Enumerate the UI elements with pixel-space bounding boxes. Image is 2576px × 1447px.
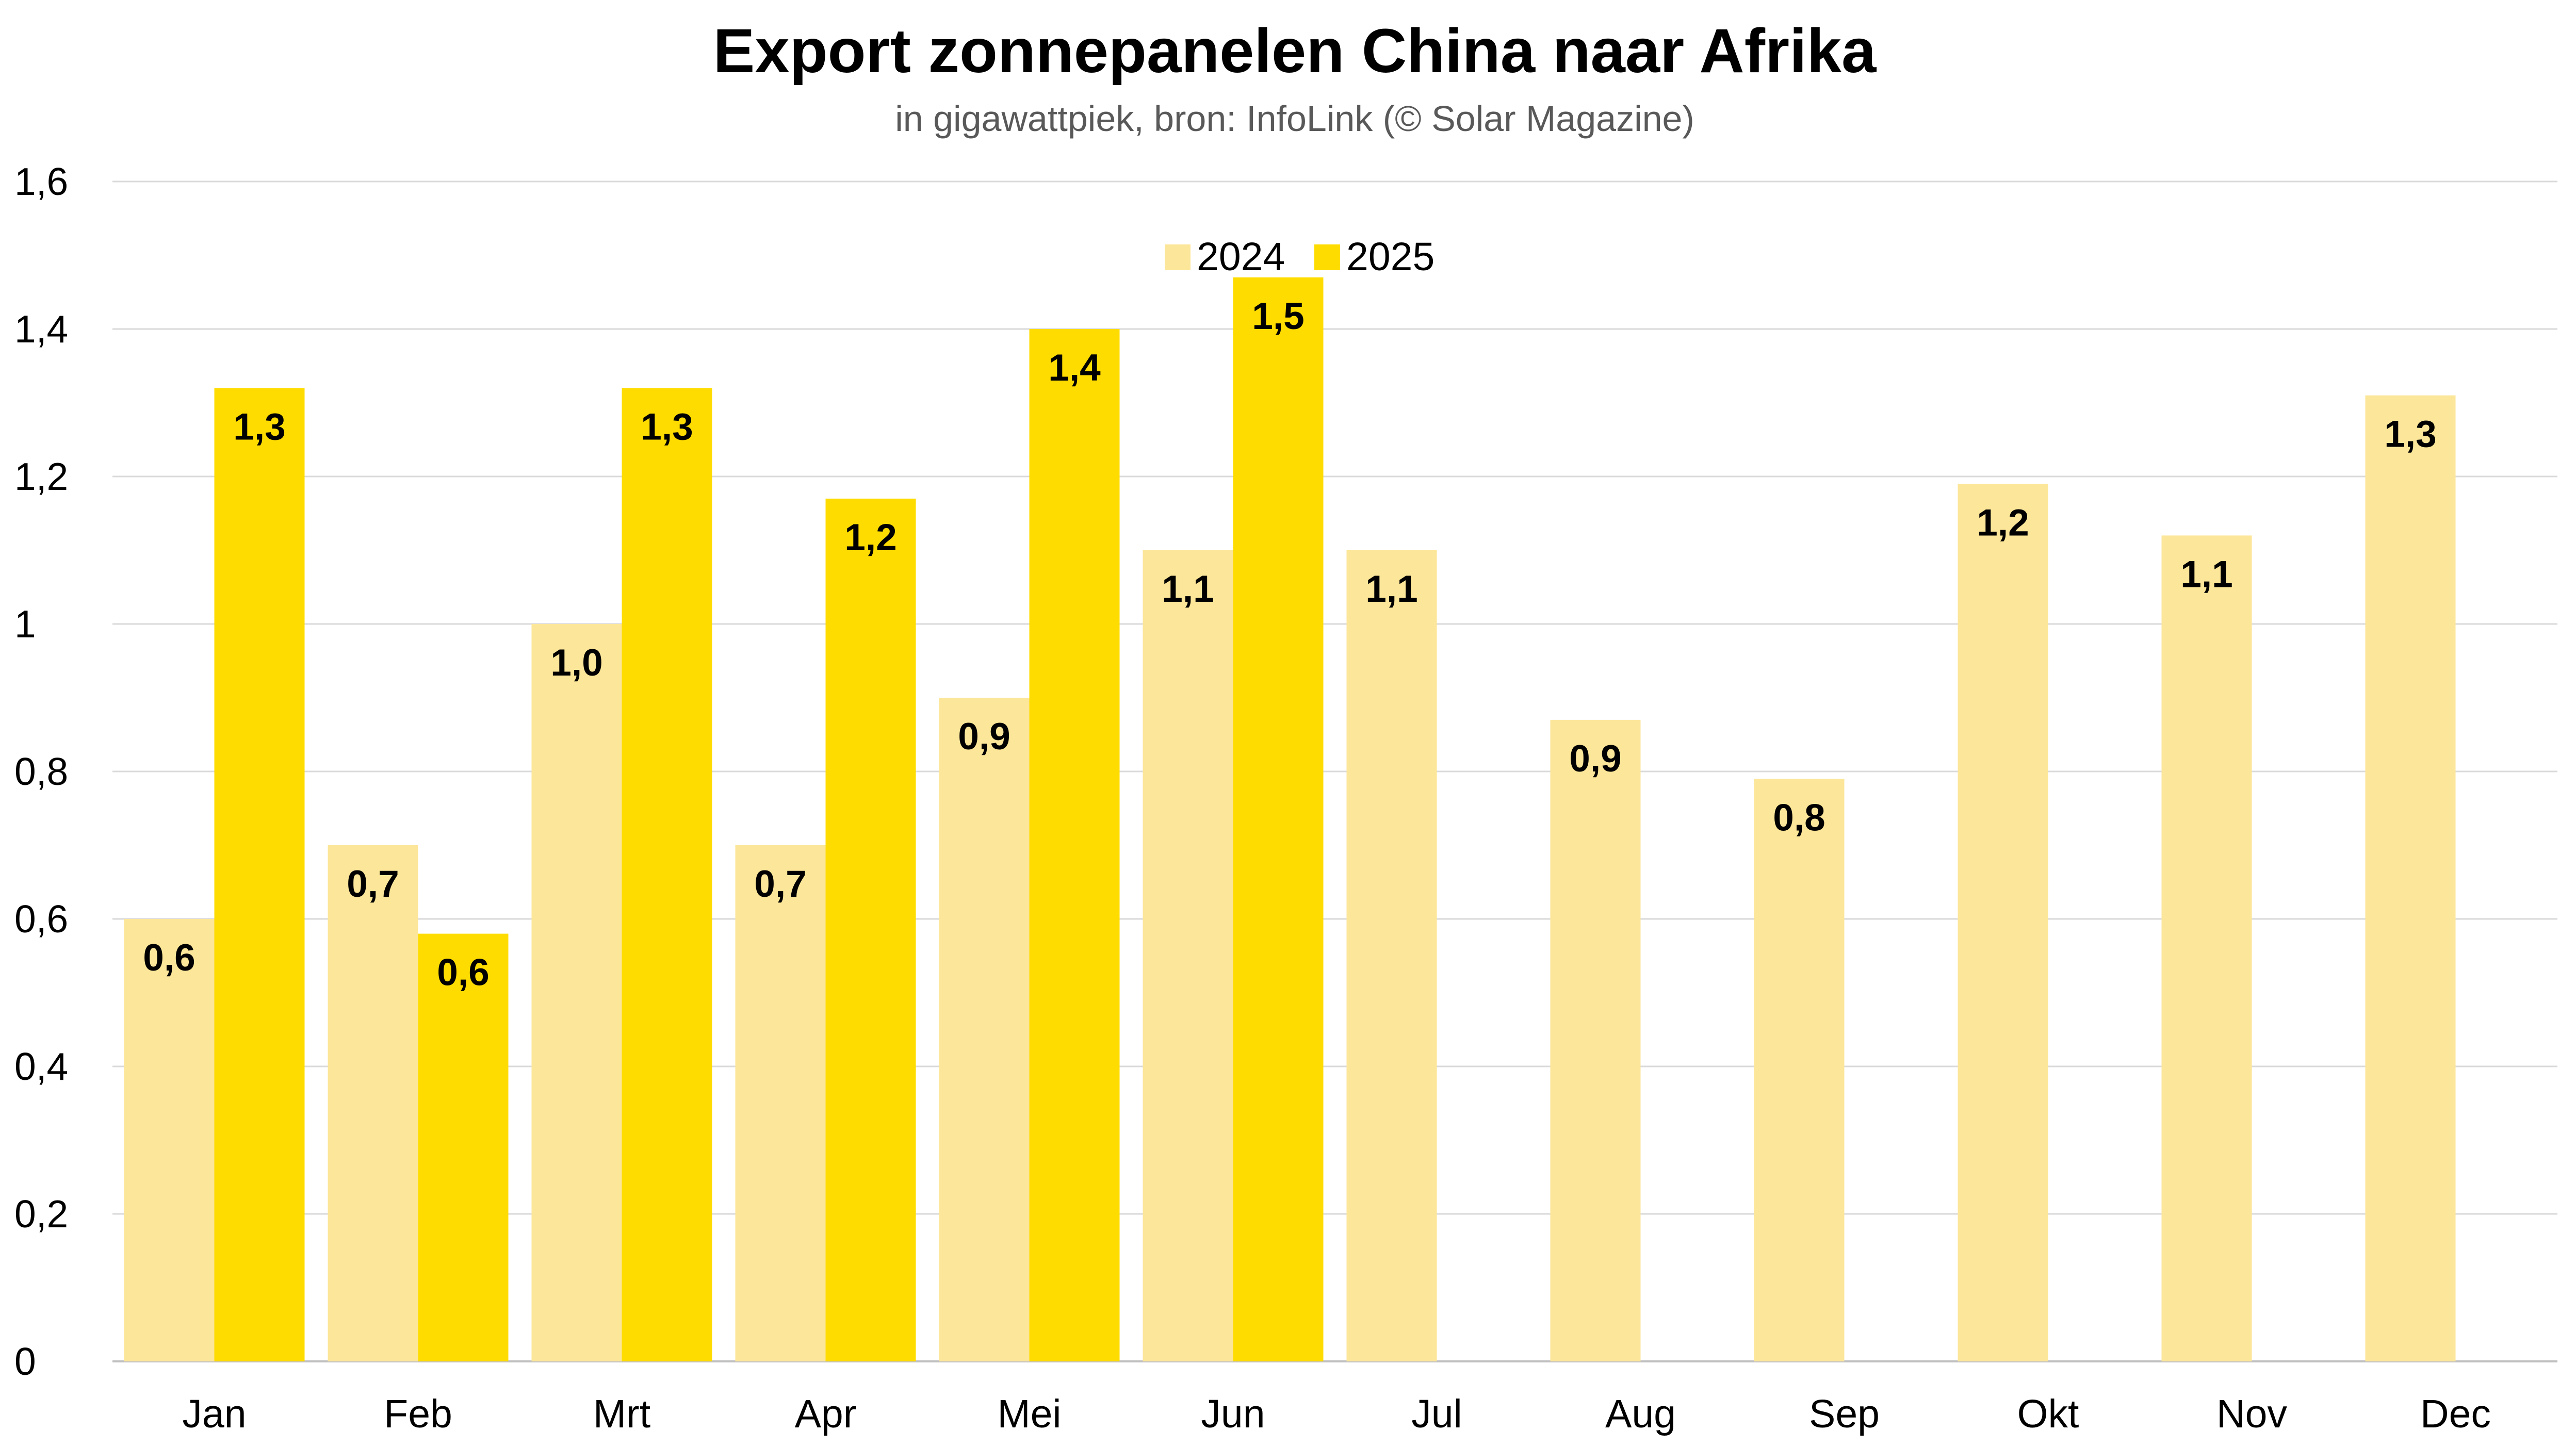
- data-label-2025-mrt: 1,3: [641, 406, 693, 448]
- y-tick-label: 0: [14, 1340, 36, 1383]
- x-tick-label: Feb: [384, 1392, 452, 1436]
- y-tick-label: 1,4: [14, 307, 68, 351]
- data-label-2024-apr: 0,7: [754, 863, 806, 905]
- legend-label-2025: 2025: [1346, 235, 1434, 279]
- x-tick-label: Mrt: [593, 1392, 650, 1436]
- data-label-2025-jan: 1,3: [233, 406, 285, 448]
- bar-2024-mei: [939, 698, 1030, 1361]
- chart-title: Export zonnepanelen China naar Afrika: [713, 15, 1877, 86]
- x-tick-label: Aug: [1605, 1392, 1676, 1436]
- x-tick-label: Dec: [2420, 1392, 2491, 1436]
- data-label-2025-apr: 1,2: [844, 517, 896, 558]
- bar-2025-mrt: [622, 388, 712, 1361]
- x-tick-label: Nov: [2216, 1392, 2287, 1436]
- legend: 2024 2025: [1165, 235, 1434, 279]
- legend-swatch-2024: [1165, 244, 1191, 270]
- bar-2024-okt: [1958, 484, 2048, 1361]
- data-label-2025-jun: 1,5: [1252, 295, 1304, 337]
- x-tick-label: Jan: [182, 1392, 246, 1436]
- data-label-2024-jan: 0,6: [143, 937, 195, 979]
- x-tick-label: Apr: [795, 1392, 857, 1436]
- y-tick-label: 0,4: [14, 1045, 68, 1088]
- data-label-2024-sep: 0,8: [1773, 797, 1825, 838]
- bar-2024-jul: [1346, 550, 1437, 1361]
- chart-subtitle: in gigawattpiek, bron: InfoLink (© Solar…: [895, 98, 1694, 139]
- x-tick-label: Mei: [997, 1392, 1061, 1436]
- bar-2024-nov: [2161, 535, 2252, 1361]
- y-tick-label: 1: [14, 602, 36, 646]
- bar-2024-feb: [328, 845, 418, 1361]
- bar-2024-mrt: [531, 624, 622, 1361]
- bar-2024-apr: [735, 845, 826, 1361]
- y-tick-label: 0,2: [14, 1192, 68, 1236]
- bars: [124, 277, 2456, 1362]
- x-axis-ticks: Jan Feb Mrt Apr Mei Jun Jul Aug Sep Okt Nov Dec: [182, 1392, 2491, 1436]
- legend-label-2024: 2024: [1197, 235, 1285, 279]
- bar-2024-sep: [1754, 779, 1845, 1361]
- bar-2025-mei: [1029, 329, 1120, 1361]
- bar-2024-jun: [1143, 550, 1233, 1361]
- data-label-2024-mei: 0,9: [958, 716, 1010, 758]
- bar-2025-jan: [214, 388, 305, 1361]
- x-tick-label: Okt: [2017, 1392, 2079, 1436]
- y-tick-label: 1,2: [14, 455, 68, 498]
- data-label-2025-mei: 1,4: [1048, 347, 1101, 389]
- data-label-2024-feb: 0,7: [347, 863, 399, 905]
- y-axis-ticks: 0 0,2 0,4 0,6 0,8 1 1,2 1,4 1,6: [14, 160, 68, 1383]
- legend-swatch-2025: [1314, 244, 1340, 270]
- bar-2025-feb: [418, 933, 509, 1361]
- data-label-2025-feb: 0,6: [437, 952, 489, 994]
- x-tick-label: Sep: [1809, 1392, 1880, 1436]
- data-label-2024-okt: 1,2: [1977, 502, 2029, 544]
- data-label-2024-nov: 1,1: [2180, 553, 2232, 595]
- data-labels: 0,6 1,3 0,7 0,6 1,0 1,3 0,7 1,2 0,9 1,4 1,1 1,5 1,1 0…: [143, 295, 2436, 994]
- data-label-2024-jun: 1,1: [1162, 568, 1214, 610]
- y-tick-label: 0,8: [14, 750, 68, 793]
- x-tick-label: Jun: [1201, 1392, 1265, 1436]
- bar-2024-jan: [124, 919, 215, 1361]
- bar-2024-aug: [1550, 719, 1641, 1361]
- data-label-2024-jul: 1,1: [1365, 568, 1417, 610]
- data-label-2024-aug: 0,9: [1569, 738, 1621, 780]
- bar-2025-apr: [825, 498, 916, 1361]
- gridlines: [112, 180, 2557, 1362]
- y-tick-label: 0,6: [14, 897, 68, 941]
- data-label-2024-dec: 1,3: [2384, 414, 2436, 455]
- data-label-2024-mrt: 1,0: [550, 642, 602, 684]
- x-tick-label: Jul: [1411, 1392, 1462, 1436]
- y-tick-label: 1,6: [14, 160, 68, 203]
- bar-2025-jun: [1233, 277, 1324, 1362]
- bar-2024-dec: [2365, 395, 2456, 1362]
